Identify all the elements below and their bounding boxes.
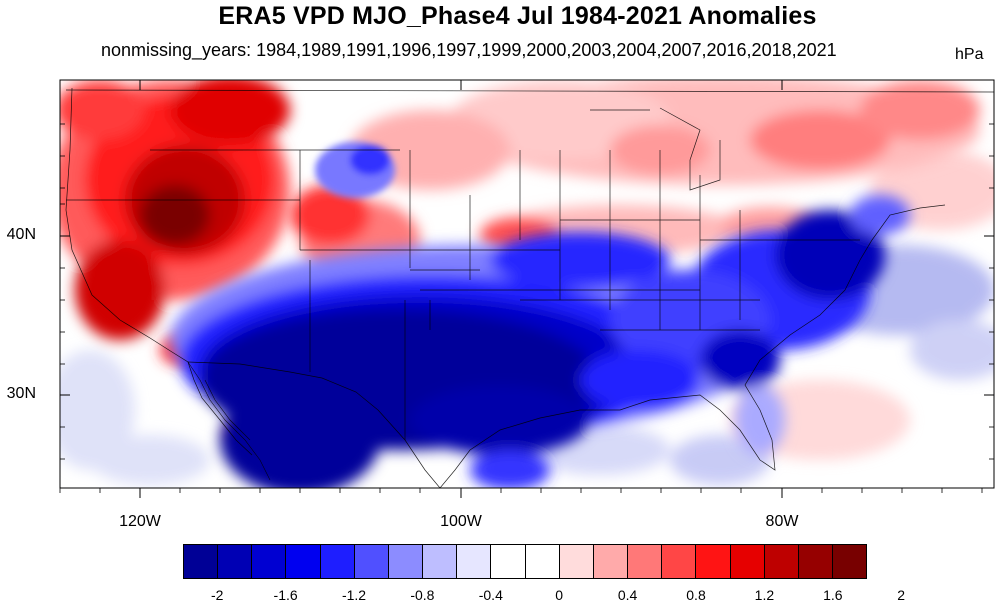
colorbar-box — [525, 545, 560, 578]
colorbar-label: 1.6 — [823, 587, 843, 603]
colorbar-label: 0 — [555, 587, 564, 603]
colorbar-box — [286, 545, 321, 578]
colorbar — [183, 544, 867, 579]
colorbar-box — [184, 545, 219, 578]
colorbar-label: -1.2 — [341, 587, 367, 603]
colorbar-box — [320, 545, 355, 578]
anomaly-field — [60, 80, 994, 488]
lon-label-120w: 120W — [119, 513, 161, 530]
lat-label-40n: 40N — [6, 226, 36, 243]
colorbar-box — [457, 545, 492, 578]
lat-label-30n: 30N — [6, 385, 36, 402]
units-label: hPa — [955, 46, 984, 63]
axis-ticks — [60, 80, 994, 498]
colorbar-box — [491, 545, 526, 578]
colorbar-box — [662, 545, 697, 578]
lon-label-100w: 100W — [440, 513, 482, 530]
colorbar-label: -2 — [210, 587, 224, 603]
colorbar-box — [559, 545, 594, 578]
map-subtitle: nonmissing_years: 1984,1989,1991,1996,19… — [101, 40, 837, 60]
lon-label-80w: 80W — [765, 513, 799, 530]
colorbar-box — [730, 545, 765, 578]
colorbar-label: 2 — [897, 587, 906, 603]
colorbar-label: -0.4 — [478, 587, 503, 603]
colorbar-box — [388, 545, 424, 578]
colorbar-box — [252, 545, 287, 578]
minor-ticks — [59, 123, 994, 493]
colorbar-box — [218, 545, 253, 578]
colorbar-box — [764, 545, 799, 578]
colorbar-box — [354, 545, 389, 578]
colorbar-box — [696, 545, 731, 578]
colorbar-label: 1.2 — [754, 587, 775, 603]
colorbar-box — [423, 545, 458, 578]
map-title: ERA5 VPD MJO_Phase4 Jul 1984-2021 Anomal… — [218, 2, 817, 30]
colorbar-box — [628, 545, 663, 578]
colorbar-label: 0.4 — [617, 587, 638, 603]
colorbar-label: 0.8 — [686, 587, 706, 603]
colorbar-label: -0.8 — [410, 587, 435, 603]
colorbar-box — [832, 545, 867, 578]
colorbar-box — [593, 545, 629, 578]
colorbar-label: -1.6 — [273, 587, 298, 603]
colorbar-box — [798, 545, 833, 578]
